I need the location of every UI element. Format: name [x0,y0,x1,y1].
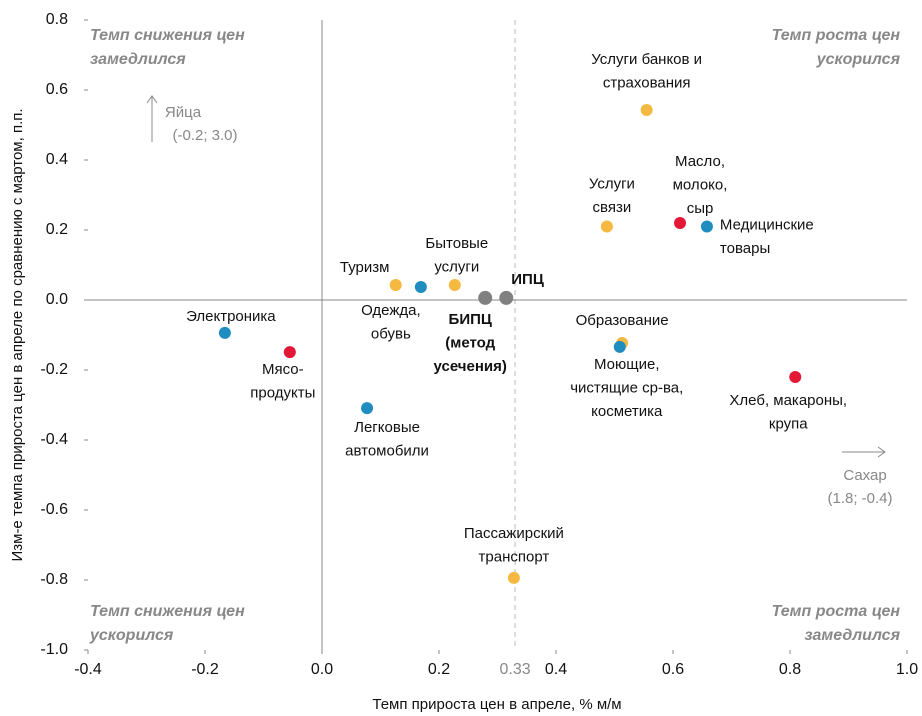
point-label: продукты [250,385,315,402]
y-tick-label: -0.8 [40,571,68,588]
point-label: сыр [687,200,714,217]
point-label: Легковые [354,419,420,436]
y-tick-label: -0.4 [40,431,68,448]
quadrant-label: Темп снижения цен [90,27,245,44]
quadrant-label: ускорился [89,627,174,644]
point [389,278,402,291]
point-label: автомобили [345,443,429,460]
point [674,217,687,229]
point [789,371,802,383]
annotation-text: Сахар [843,467,886,484]
point-label: БИПЦ [449,311,492,328]
point [283,346,296,359]
quadrant-label: Темп роста цен [772,27,901,44]
y-tick-label: 0.0 [46,291,68,308]
point-label: косметика [591,403,663,420]
x-tick-label: -0.2 [191,661,219,678]
point-label: ИПЦ [511,271,544,288]
x-tick-label: -0.4 [74,661,102,678]
quadrant-label: Темп снижения цен [90,603,245,620]
y-tick-label: -0.6 [40,501,68,518]
annotation-text: Яйца [165,104,202,121]
annotation-arrowhead [146,95,158,104]
point-label: Масло, [675,153,725,170]
point [507,571,520,584]
point-label: Моющие, [594,356,660,373]
point-label: товары [720,240,770,257]
point-label: Мясо- [262,361,304,378]
point-label: (метод [445,334,495,351]
reference-label: 0.33 [499,661,530,678]
x-axis-label: Темп прироста цен в апреле, % м/м [372,696,621,713]
quadrant-label: ускорился [816,51,901,68]
quadrant-label: замедлился [804,627,900,644]
point [499,290,514,305]
y-tick-label: 0.6 [46,81,68,98]
x-tick-label: 0.4 [545,661,567,678]
point [414,281,427,294]
point-label: Услуги [589,175,635,192]
point-label: Образование [576,312,669,329]
annotation-text: (-0.2; 3.0) [172,127,237,144]
x-tick-label: 0.6 [662,661,684,678]
point [448,278,461,291]
x-tick-label: 0.8 [779,661,801,678]
point [478,290,493,305]
point-label: Бытовые [425,235,488,252]
point-label: обувь [371,326,411,343]
point [700,220,713,233]
point [600,220,613,233]
y-tick-label: -1.0 [40,641,68,658]
point-label: страхования [603,74,691,91]
point-label: молоко, [673,176,728,193]
point-label: Услуги банков и [591,51,702,68]
point-label: услуги [434,258,479,275]
y-tick-label: 0.4 [46,151,68,168]
point-label: крупа [769,415,808,432]
point-label: транспорт [479,548,550,565]
point-label: чистящие ср-ва, [570,379,683,396]
point [613,340,626,353]
point-label: Одежда, [361,302,421,319]
y-tick-label: 0.2 [46,221,68,238]
point-label: Медицинские [720,216,814,233]
point-label: Пассажирский [464,525,564,542]
y-axis-label: Изм-е темпа прироста цен в апреле по сра… [9,108,26,561]
point-label: усечения) [434,358,507,375]
point-label: связи [593,199,632,216]
point-label: Электроника [186,308,276,325]
point-label: Хлеб, макароны, [729,392,847,409]
y-tick-label: -0.2 [40,361,68,378]
x-tick-label: 0.0 [311,661,333,678]
x-tick-label: 0.2 [428,661,450,678]
point-label: Туризм [340,259,390,276]
point [640,103,653,116]
quadrant-label: замедлился [90,51,186,68]
quadrant-label: Темп роста цен [772,603,901,620]
x-tick-label: 1.0 [896,661,918,678]
point [218,326,231,339]
point [361,402,374,415]
annotation-text: (1.8; -0.4) [827,490,892,507]
y-tick-label: 0.8 [46,11,68,28]
annotation-arrowhead [877,446,886,458]
